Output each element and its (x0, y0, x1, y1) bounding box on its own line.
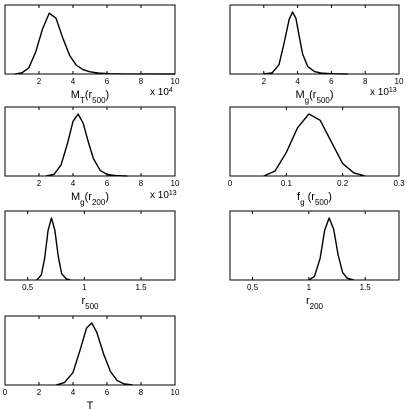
panel-4: 0 0.1 0.2 0.3 fg (r500) (228, 106, 405, 207)
density-curve (308, 217, 355, 281)
x-axis-label: r200 (306, 295, 324, 311)
x-tick-label: 4 (71, 388, 76, 397)
axis-multiplier: x 1013 (150, 190, 177, 202)
x-axis-label: MT(r500) (71, 89, 109, 105)
density-curve (263, 11, 349, 75)
x-axis-label: Mg(r200) (71, 191, 109, 207)
panel-2: 2 4 6 8 10 Mg(r500) x 1013 (229, 4, 404, 105)
density-curve (36, 217, 71, 281)
x-tick-label: 8 (139, 179, 144, 188)
x-axis-label: fg (r500) (297, 191, 332, 207)
x-tick-label: 0.5 (247, 283, 259, 292)
panel-3: 2 4 6 8 10 Mg(r200) x 1013 (4, 106, 180, 207)
x-tick-label: 0.3 (393, 179, 405, 188)
x-tick-label: 0 (3, 388, 8, 397)
x-tick-label: 10 (171, 77, 180, 86)
x-axis-label: r500 (81, 295, 99, 311)
axis-multiplier: x 1013 (370, 87, 397, 99)
x-tick-label: 0.5 (22, 283, 34, 292)
density-curve (263, 113, 366, 177)
x-tick-label: 1.5 (360, 283, 372, 292)
axes-frame (4, 315, 176, 386)
axes-frame (4, 106, 176, 177)
x-tick-label: 8 (139, 77, 144, 86)
density-curve (45, 113, 128, 177)
x-tick-label: 0.1 (281, 179, 293, 188)
panel-1: 2 4 6 8 10 MT(r500) x 104 (4, 4, 180, 105)
axes-frame (4, 210, 176, 281)
x-tick-label: 10 (171, 388, 180, 397)
x-tick-label: 4 (71, 179, 76, 188)
x-tick-label: 2 (37, 179, 42, 188)
x-tick-label: 10 (395, 77, 404, 86)
panel-6: 0.5 1 1.5 r200 (229, 210, 400, 311)
density-curve (55, 322, 133, 386)
x-tick-label: 0 (228, 179, 233, 188)
x-tick-label: 1 (307, 283, 312, 292)
x-tick-label: 0.2 (337, 179, 349, 188)
axis-multiplier: x 104 (150, 87, 173, 99)
axes-frame (229, 210, 400, 281)
x-tick-label: 2 (262, 77, 267, 86)
panel-7: 0 2 4 6 8 10 T (3, 315, 180, 409)
x-tick-label: 2 (37, 77, 42, 86)
x-tick-label: 6 (105, 77, 110, 86)
x-tick-label: 6 (105, 179, 110, 188)
x-tick-label: 8 (363, 77, 368, 86)
x-tick-label: 4 (295, 77, 300, 86)
x-tick-label: 6 (329, 77, 334, 86)
density-curve (15, 12, 176, 75)
x-tick-label: 1 (82, 283, 87, 292)
x-axis-label: Mg(r500) (296, 89, 334, 105)
x-tick-label: 8 (139, 388, 144, 397)
axes-frame (229, 4, 400, 75)
x-tick-label: 6 (105, 388, 110, 397)
x-tick-label: 2 (37, 388, 42, 397)
x-tick-label: 10 (171, 179, 180, 188)
x-axis-label: T (87, 400, 94, 409)
x-tick-label: 4 (71, 77, 76, 86)
axes-frame (4, 4, 176, 75)
axes-frame (229, 106, 400, 177)
panel-5: 0.5 1 1.5 r500 (4, 210, 176, 311)
x-tick-label: 1.5 (135, 283, 147, 292)
